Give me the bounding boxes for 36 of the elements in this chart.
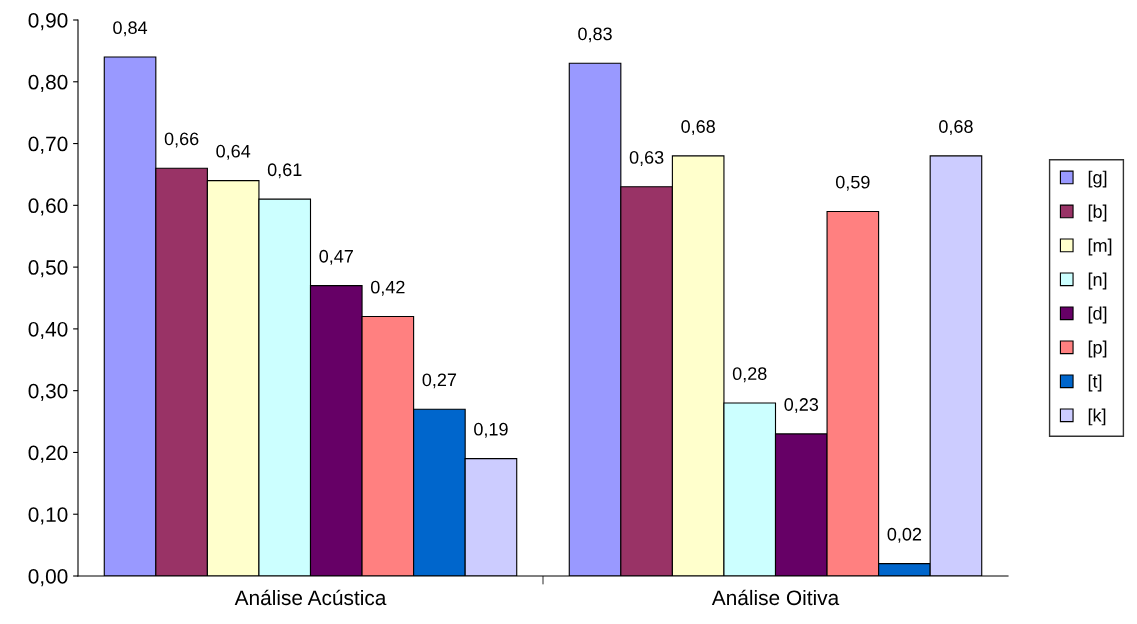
legend-label: [n] [1088, 272, 1107, 290]
data-label: 0,42 [370, 280, 405, 296]
legend-label: [k] [1088, 408, 1106, 426]
data-label: 0,84 [113, 21, 148, 37]
legend-label: [g] [1088, 170, 1107, 188]
y-tick-label: 0,50 [28, 260, 68, 278]
data-label: 0,23 [784, 398, 819, 414]
data-label: 0,61 [267, 163, 302, 179]
data-label: 0,27 [422, 373, 457, 389]
y-tick-label: 0,40 [28, 321, 68, 340]
legend-label: [b] [1088, 204, 1107, 222]
x-tick-label: Análise Acústica [234, 589, 387, 606]
data-label: 0,19 [474, 422, 508, 438]
y-tick-label: 0,20 [28, 445, 68, 463]
data-label: 0,64 [216, 144, 251, 160]
legend-label: [m] [1088, 238, 1112, 256]
y-tick-label: 0,00 [28, 569, 68, 587]
legend-label: [t] [1088, 374, 1102, 392]
y-tick-label: 0,10 [28, 507, 68, 525]
data-label: 0,02 [887, 527, 922, 543]
x-tick-label: Análise Oitiva [711, 589, 840, 606]
y-tick-label: 0,90 [28, 13, 68, 31]
data-label: 0,83 [578, 27, 612, 43]
data-label: 0,59 [835, 175, 870, 191]
data-label: 0,66 [164, 132, 199, 148]
data-label: 0,68 [681, 120, 715, 136]
y-tick-label: 0,70 [28, 136, 68, 154]
y-tick-label: 0,60 [28, 198, 68, 216]
data-label: 0,28 [732, 367, 767, 383]
data-label: 0,68 [939, 120, 973, 136]
legend-label: [p] [1088, 340, 1107, 358]
data-label: 0,47 [319, 249, 353, 265]
data-label: 0,63 [629, 151, 664, 166]
y-tick-label: 0,80 [28, 74, 68, 92]
legend-label: [d] [1088, 306, 1107, 324]
y-tick-label: 0,30 [28, 383, 68, 401]
